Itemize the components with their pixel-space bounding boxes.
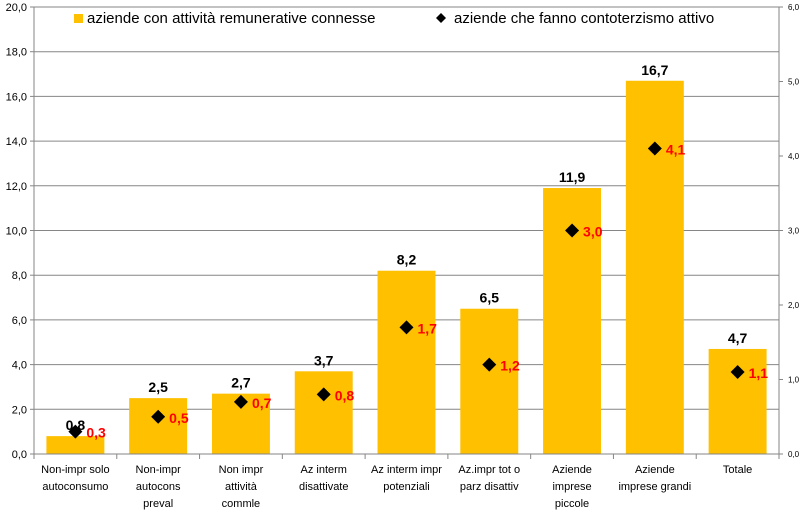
left-tick-label: 18,0 xyxy=(6,47,27,59)
bar-value-label: 11,9 xyxy=(559,169,586,185)
bar-value-label: 2,7 xyxy=(231,375,251,391)
legend: aziende con attività remunerative connes… xyxy=(74,10,714,27)
bar-value-label: 16,7 xyxy=(641,62,668,78)
x-axis: Non-impr solo autoconsumo Non-impr autocons… xyxy=(33,453,780,510)
left-tick-label: 8,0 xyxy=(12,270,27,282)
diamond-value-label: 0,8 xyxy=(335,387,355,403)
legend-label-bar: aziende con attività remunerative connes… xyxy=(87,10,376,27)
bar-value-label: 3,7 xyxy=(314,352,334,368)
diamond-value-label: 0,5 xyxy=(169,410,189,426)
diamond-value-label: 1,7 xyxy=(418,320,438,336)
left-tick-label: 10,0 xyxy=(6,226,27,238)
diamond-marker xyxy=(482,357,497,372)
x-tick-label: Az interm impr potenziali xyxy=(371,464,442,493)
diamond-value-label: 1,1 xyxy=(749,365,769,381)
right-tick-label: 2,0 xyxy=(788,301,800,310)
x-tick-label: Az.impr tot o parz disattiv xyxy=(458,464,520,493)
right-tick-label: 5,0 xyxy=(788,78,800,87)
bar-series: 0,8 2,5 2,7 3,7 8,2 6,5 11,9 16,7 4,7 xyxy=(46,62,767,454)
diamond-value-label: 1,2 xyxy=(500,358,520,374)
bar xyxy=(46,436,105,454)
right-tick-label: 6,0 xyxy=(788,3,800,12)
diamond-marker xyxy=(730,365,745,380)
left-tick-label: 4,0 xyxy=(12,360,27,372)
gridlines xyxy=(34,6,779,410)
x-tick-label: Non-impr solo autoconsumo xyxy=(41,464,109,493)
left-tick-label: 16,0 xyxy=(6,91,27,103)
left-tick-label: 6,0 xyxy=(12,315,27,327)
bar xyxy=(129,398,188,454)
left-tick-label: 12,0 xyxy=(6,181,27,193)
bar-value-label: 4,7 xyxy=(728,330,748,346)
left-tick-label: 2,0 xyxy=(12,404,27,416)
diamond-marker xyxy=(316,387,331,402)
bar-value-label: 2,5 xyxy=(148,379,168,395)
right-tick-label: 3,0 xyxy=(788,227,800,236)
diamond-marker xyxy=(68,424,83,439)
diamond-marker xyxy=(565,223,580,238)
bar xyxy=(294,371,353,454)
diamond-value-label: 3,0 xyxy=(583,224,603,240)
diamond-marker xyxy=(233,394,248,409)
x-tick-label: Non-impr autocons preval xyxy=(136,464,182,510)
bar xyxy=(377,270,436,454)
diamond-marker xyxy=(399,320,414,335)
right-y-axis: 0,0 1,0 2,0 3,0 4,0 5,0 6,0 xyxy=(778,3,800,459)
x-tick-label: Aziende imprese grandi xyxy=(618,464,691,493)
diamond-marker xyxy=(151,409,166,424)
left-tick-label: 0,0 xyxy=(12,449,27,461)
left-y-axis: 0,0 2,0 4,0 6,0 8,0 10,0 12,0 14,0 16,0 18,0 20,0 xyxy=(6,2,35,461)
bar-value-label: 6,5 xyxy=(480,290,500,306)
left-tick-label: 20,0 xyxy=(6,2,27,14)
diamond-marker xyxy=(647,141,662,156)
diamond-value-label: 0,7 xyxy=(252,395,272,411)
bar xyxy=(460,308,519,454)
bar-value-label: 8,2 xyxy=(397,252,417,268)
x-tick-label: Totale xyxy=(723,464,752,476)
left-tick-label: 14,0 xyxy=(6,136,27,148)
right-tick-label: 1,0 xyxy=(788,376,800,385)
legend-swatch-bar xyxy=(74,14,83,23)
bar xyxy=(625,80,684,454)
x-tick-label: Non impr attività commle xyxy=(219,464,264,510)
right-tick-label: 0,0 xyxy=(788,450,800,459)
right-tick-label: 4,0 xyxy=(788,152,800,161)
x-tick-label: Aziende imprese piccole xyxy=(552,464,592,510)
legend-swatch-diamond xyxy=(436,13,446,23)
diamond-value-label: 0,3 xyxy=(86,425,106,441)
legend-label-diamond: aziende che fanno contoterzismo attivo xyxy=(454,10,714,27)
diamond-value-label: 4,1 xyxy=(666,142,686,158)
diamond-series: 0,3 0,5 0,7 0,8 1,7 1,2 3,0 4,1 1,1 xyxy=(68,141,769,441)
x-tick-label: Az interm disattivate xyxy=(299,464,349,493)
